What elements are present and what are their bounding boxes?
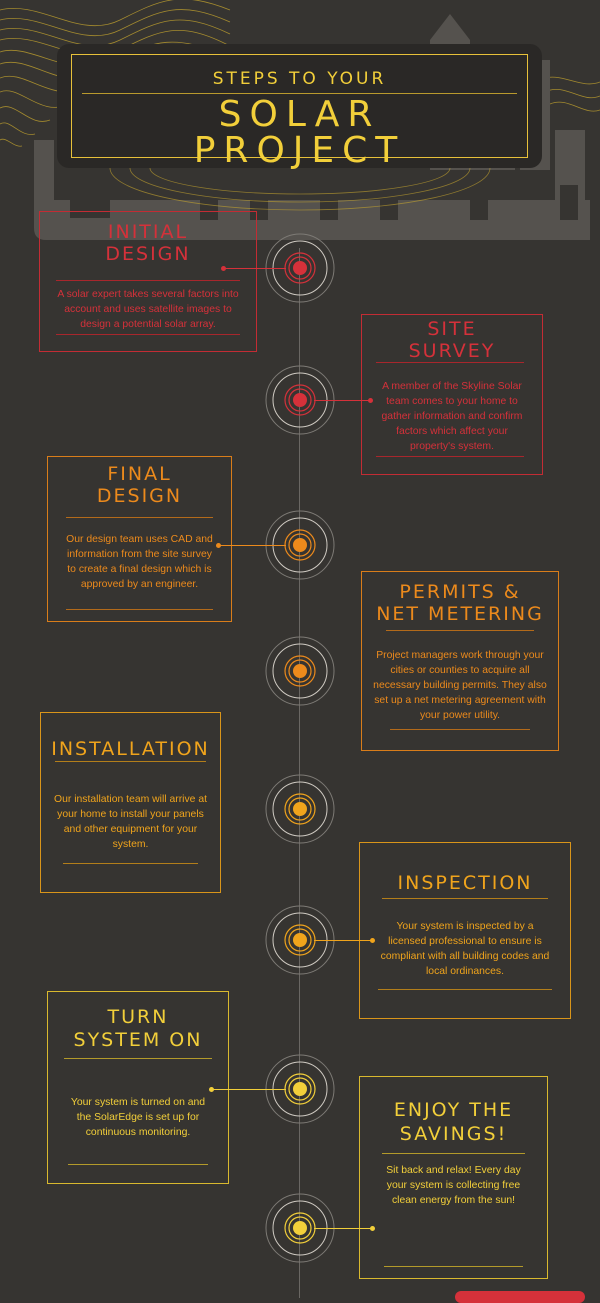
- step-divider-bottom: [63, 863, 198, 864]
- step-title-line2: DESIGN: [96, 485, 183, 507]
- connector-line: [314, 400, 370, 401]
- step-divider: [64, 1058, 212, 1059]
- step-card-site-survey: SITE SURVEY A member of the Skyline Sola…: [361, 314, 543, 475]
- step-description: A member of the Skyline Solar team comes…: [381, 381, 523, 452]
- step-title-line2: SURVEY: [408, 340, 496, 362]
- step-title-line1: ENJOY THE: [393, 1099, 514, 1121]
- connector-dot: [221, 266, 226, 271]
- connector-dot: [368, 398, 373, 403]
- connector-dot: [216, 543, 221, 548]
- connector-line: [212, 1089, 286, 1090]
- connector-dot: [370, 938, 375, 943]
- step-card-inspection: INSPECTION Your system is inspected by a…: [359, 842, 571, 1019]
- step-title-line1: INITIAL: [107, 221, 189, 243]
- step-title-line1: INSTALLATION: [51, 738, 210, 760]
- step-title-line2: DESIGN: [105, 243, 191, 265]
- timeline-node-4-icon: [265, 636, 335, 706]
- step-title-line2: SAVINGS!: [399, 1123, 508, 1145]
- step-description: A solar expert takes several factors int…: [57, 289, 239, 330]
- step-divider-bottom: [378, 989, 552, 990]
- step-divider-bottom: [390, 729, 530, 730]
- step-divider-bottom: [56, 334, 240, 335]
- step-divider-bottom: [376, 456, 524, 457]
- header-title-line1: SOLAR: [218, 94, 381, 135]
- step-description: Your system is inspected by a licensed p…: [380, 921, 550, 977]
- connector-line: [314, 940, 372, 941]
- timeline-node-5-icon: [265, 774, 335, 844]
- step-divider-bottom: [66, 609, 213, 610]
- step-title-line1: PERMITS &: [399, 581, 521, 603]
- step-divider: [382, 1153, 525, 1154]
- timeline-line: [299, 248, 300, 1298]
- step-divider: [376, 362, 524, 363]
- step-title-line2: NET METERING: [376, 603, 544, 625]
- step-title-line1: TURN: [107, 1006, 169, 1028]
- step-card-permits: PERMITS & NET METERING Project managers …: [361, 571, 559, 751]
- step-description: Our installation team will arrive at you…: [53, 794, 208, 850]
- header-panel: STEPS TO YOUR SOLAR PROJECT: [57, 44, 542, 169]
- step-divider-bottom: [68, 1164, 208, 1165]
- step-card-installation: INSTALLATION Our installation team will …: [40, 712, 221, 893]
- header-rule: [82, 93, 517, 94]
- step-card-turn-system-on: TURN SYSTEM ON Your system is turned on …: [47, 991, 229, 1184]
- header-title-line2: PROJECT: [193, 130, 406, 171]
- step-title-line2: SYSTEM ON: [73, 1029, 203, 1051]
- step-divider: [382, 898, 548, 899]
- step-card-initial-design: INITIAL DESIGN A solar expert takes seve…: [39, 211, 257, 352]
- connector-line: [314, 1228, 372, 1229]
- connector-dot: [370, 1226, 375, 1231]
- step-divider: [56, 280, 240, 281]
- step-divider: [66, 517, 213, 518]
- step-title-line1: SITE: [427, 318, 477, 340]
- header-subtitle: STEPS TO YOUR: [212, 69, 387, 89]
- cta-button[interactable]: [455, 1291, 585, 1303]
- step-card-enjoy-savings: ENJOY THE SAVINGS! Sit back and relax! E…: [359, 1076, 548, 1279]
- step-divider: [386, 630, 534, 631]
- step-description: Sit back and relax! Every day your syste…: [386, 1165, 521, 1206]
- connector-line: [219, 545, 286, 546]
- step-description: Project managers work through your citie…: [373, 650, 547, 721]
- step-description: Your system is turned on and the SolarEd…: [70, 1097, 206, 1138]
- connector-dot: [209, 1087, 214, 1092]
- step-divider: [55, 761, 206, 762]
- step-card-final-design: FINAL DESIGN Our design team uses CAD an…: [47, 456, 232, 622]
- step-description: Our design team uses CAD and information…: [66, 534, 213, 590]
- step-title-line1: FINAL: [107, 463, 172, 485]
- connector-line: [224, 268, 286, 269]
- header-frame: STEPS TO YOUR SOLAR PROJECT: [71, 54, 528, 169]
- step-divider-bottom: [384, 1266, 523, 1267]
- step-title-line1: INSPECTION: [397, 872, 533, 894]
